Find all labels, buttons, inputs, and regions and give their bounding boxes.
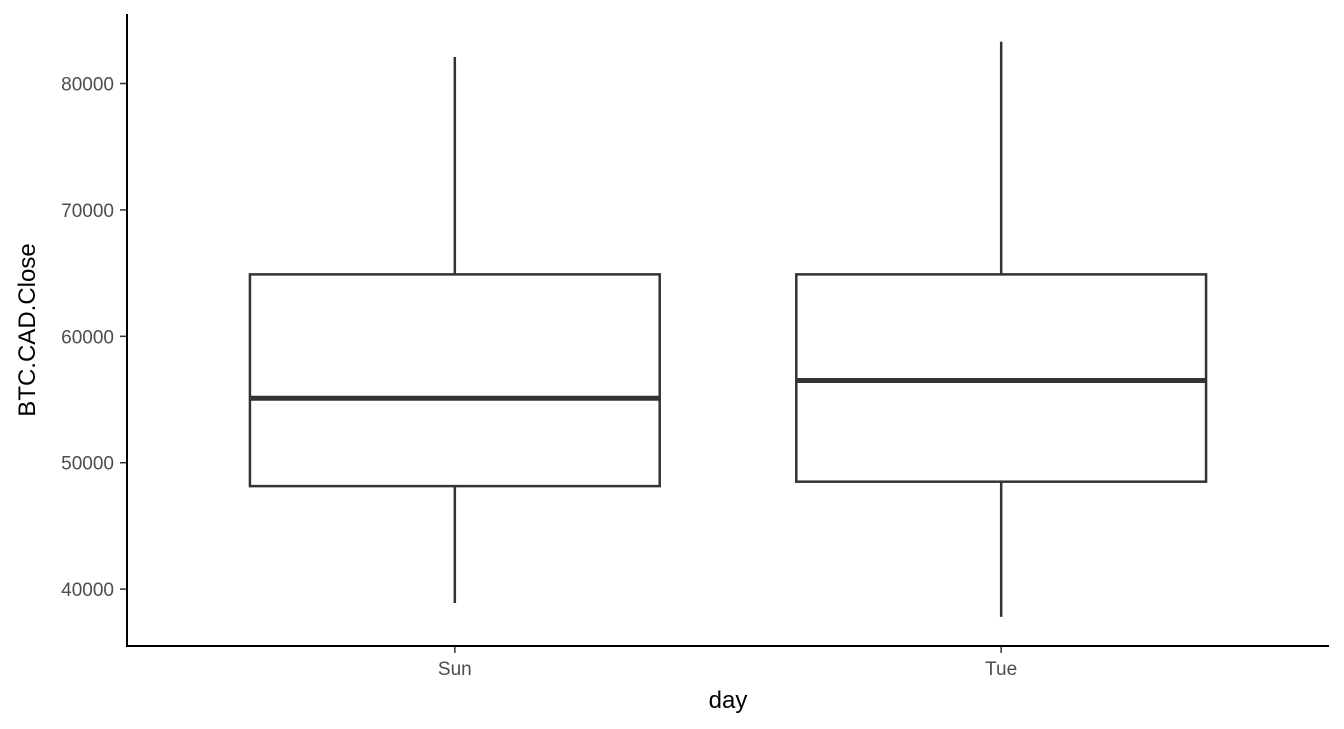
x-axis-ticks: Sun Tue: [438, 646, 1017, 680]
y-tick-label: 60000: [61, 327, 114, 348]
y-tick-label: 70000: [61, 201, 114, 222]
x-axis-title: day: [709, 687, 748, 714]
box-sun: [248, 273, 661, 488]
x-tick-label-tue: Tue: [985, 659, 1017, 680]
y-tick-label: 80000: [61, 75, 114, 96]
x-tick-label-sun: Sun: [438, 659, 472, 680]
box-tue: [795, 273, 1208, 483]
y-axis-ticks: 40000 50000 60000 70000 80000: [61, 75, 127, 601]
y-tick-label: 40000: [61, 580, 114, 601]
y-tick-label: 50000: [61, 454, 114, 475]
y-axis-title: BTC.CAD.Close: [14, 243, 41, 416]
plot-marks: [248, 41, 1208, 617]
